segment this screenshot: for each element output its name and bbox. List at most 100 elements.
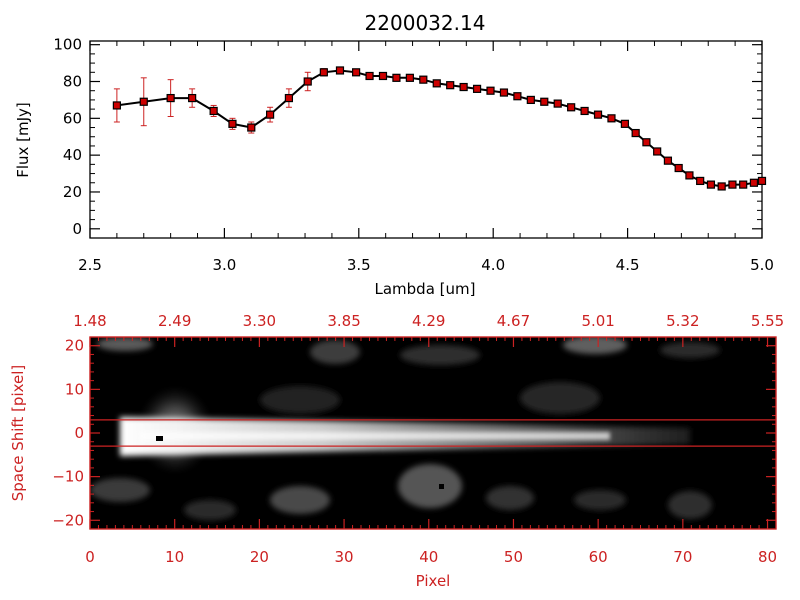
data-point bbox=[365, 71, 374, 81]
data-point bbox=[139, 97, 148, 106]
image-top-tick-label: 4.29 bbox=[412, 312, 445, 330]
spectral-trace-core bbox=[140, 432, 610, 440]
image-top-tick-label: 4.67 bbox=[497, 312, 530, 330]
spectrum-line bbox=[116, 69, 763, 188]
y-tick-label: 100 bbox=[53, 36, 82, 54]
image-y-tick-label: 0 bbox=[74, 424, 84, 442]
data-point bbox=[112, 101, 121, 110]
x-tick-label: 4.5 bbox=[616, 256, 640, 274]
image-x-tick-label: 80 bbox=[758, 548, 777, 566]
data-point bbox=[378, 71, 388, 81]
data-point bbox=[209, 106, 218, 116]
data-point bbox=[486, 86, 495, 95]
image-top-tick-label: 3.30 bbox=[243, 312, 276, 330]
data-point bbox=[284, 93, 294, 103]
x-tick-label: 2.5 bbox=[78, 256, 102, 274]
image-y-tick-label: −20 bbox=[52, 511, 84, 529]
image-top-tick-label: 2.49 bbox=[158, 312, 191, 330]
data-point bbox=[620, 119, 630, 128]
image-y-tick-label: −10 bbox=[52, 468, 84, 486]
image-x-tick-label: 70 bbox=[673, 548, 692, 566]
data-point bbox=[728, 180, 737, 189]
spectrum-tick-marks bbox=[89, 41, 763, 238]
background-noise bbox=[90, 337, 720, 520]
data-point bbox=[472, 84, 482, 93]
image-x-tick-label: 20 bbox=[250, 548, 269, 566]
image-y-tick-label: 10 bbox=[65, 380, 84, 398]
y-tick-label: 20 bbox=[63, 183, 82, 201]
data-point bbox=[685, 171, 694, 180]
y-tick-label: 60 bbox=[63, 109, 82, 127]
data-point bbox=[459, 82, 468, 92]
image-top-wavelength-labels: 1.48 2.49 3.30 3.85 4.29 4.67 5.01 5.32 5.55 bbox=[73, 312, 784, 330]
image-top-tick-label: 1.48 bbox=[73, 312, 106, 330]
data-point bbox=[303, 77, 312, 86]
data-point bbox=[540, 97, 549, 106]
x-tick-label: 5.0 bbox=[750, 256, 774, 274]
data-point bbox=[247, 123, 256, 132]
data-point bbox=[696, 176, 705, 186]
bad-pixel bbox=[156, 436, 163, 441]
image-x-tick-label: 50 bbox=[504, 548, 523, 566]
data-point bbox=[228, 119, 237, 128]
data-point bbox=[499, 88, 509, 97]
image-y-tick-label: 20 bbox=[65, 337, 84, 355]
data-point bbox=[607, 114, 616, 123]
image-x-tick-label: 40 bbox=[419, 548, 438, 566]
image-x-tick-labels: 0 10 20 30 40 50 60 70 80 bbox=[85, 548, 777, 566]
data-point bbox=[580, 106, 589, 116]
data-point bbox=[706, 180, 716, 189]
spectrum-x-axis-label: Lambda [um] bbox=[375, 280, 476, 298]
y-tick-label: 40 bbox=[63, 146, 82, 164]
data-point bbox=[419, 75, 428, 84]
image-top-tick-label: 5.32 bbox=[666, 312, 699, 330]
data-point bbox=[757, 176, 767, 186]
image-y-tick-labels: −20 −10 0 10 20 bbox=[52, 337, 84, 530]
image-top-tick-label: 5.55 bbox=[751, 312, 784, 330]
data-point bbox=[631, 128, 640, 138]
x-tick-label: 3.0 bbox=[212, 256, 236, 274]
spectrum-y-axis-label: Flux [mJy] bbox=[14, 102, 32, 178]
data-point bbox=[188, 93, 197, 103]
data-point bbox=[642, 138, 651, 147]
y-tick-label: 0 bbox=[72, 220, 82, 238]
dark-spot bbox=[439, 484, 444, 489]
data-point bbox=[405, 73, 414, 82]
data-point bbox=[446, 81, 455, 90]
image-x-tick-label: 10 bbox=[165, 548, 184, 566]
spectrum-chart: 2200032.14 2.5 3.0 3.5 4.0 4.5 5.0 0 20 40 60 80 1… bbox=[14, 11, 774, 298]
data-point bbox=[265, 110, 275, 119]
chart-title: 2200032.14 bbox=[365, 11, 486, 35]
spectrum-x-tick-labels: 2.5 3.0 3.5 4.0 4.5 5.0 bbox=[78, 256, 774, 274]
data-point bbox=[335, 66, 345, 75]
data-point bbox=[432, 79, 441, 88]
data-point bbox=[166, 93, 175, 103]
spectral-image-panel: 0 10 20 30 40 50 60 70 80 1.48 2.49 3.30 3.85 4.29 4.… bbox=[9, 312, 784, 590]
data-point bbox=[593, 110, 603, 119]
data-point bbox=[663, 156, 673, 165]
image-y-axis-label: Space Shift [pixel] bbox=[9, 365, 27, 502]
image-top-tick-label: 3.85 bbox=[327, 312, 360, 330]
data-point bbox=[717, 182, 726, 191]
data-point bbox=[749, 178, 759, 187]
spectrum-markers bbox=[112, 66, 767, 191]
image-x-tick-label: 0 bbox=[85, 548, 95, 566]
data-point bbox=[653, 147, 662, 156]
data-point bbox=[739, 180, 748, 189]
image-x-tick-label: 30 bbox=[335, 548, 354, 566]
x-tick-label: 3.5 bbox=[347, 256, 371, 274]
data-point bbox=[319, 68, 328, 77]
data-point bbox=[513, 92, 522, 101]
x-tick-label: 4.0 bbox=[481, 256, 505, 274]
image-tick-marks bbox=[89, 336, 777, 530]
image-top-tick-label: 5.01 bbox=[581, 312, 614, 330]
data-point bbox=[674, 163, 683, 173]
image-x-tick-label: 60 bbox=[589, 548, 608, 566]
data-point bbox=[392, 73, 401, 82]
data-point bbox=[526, 95, 535, 105]
data-point bbox=[553, 99, 562, 108]
data-point bbox=[567, 103, 576, 112]
spectrum-axes-frame bbox=[89, 40, 763, 239]
y-tick-label: 80 bbox=[63, 73, 82, 91]
